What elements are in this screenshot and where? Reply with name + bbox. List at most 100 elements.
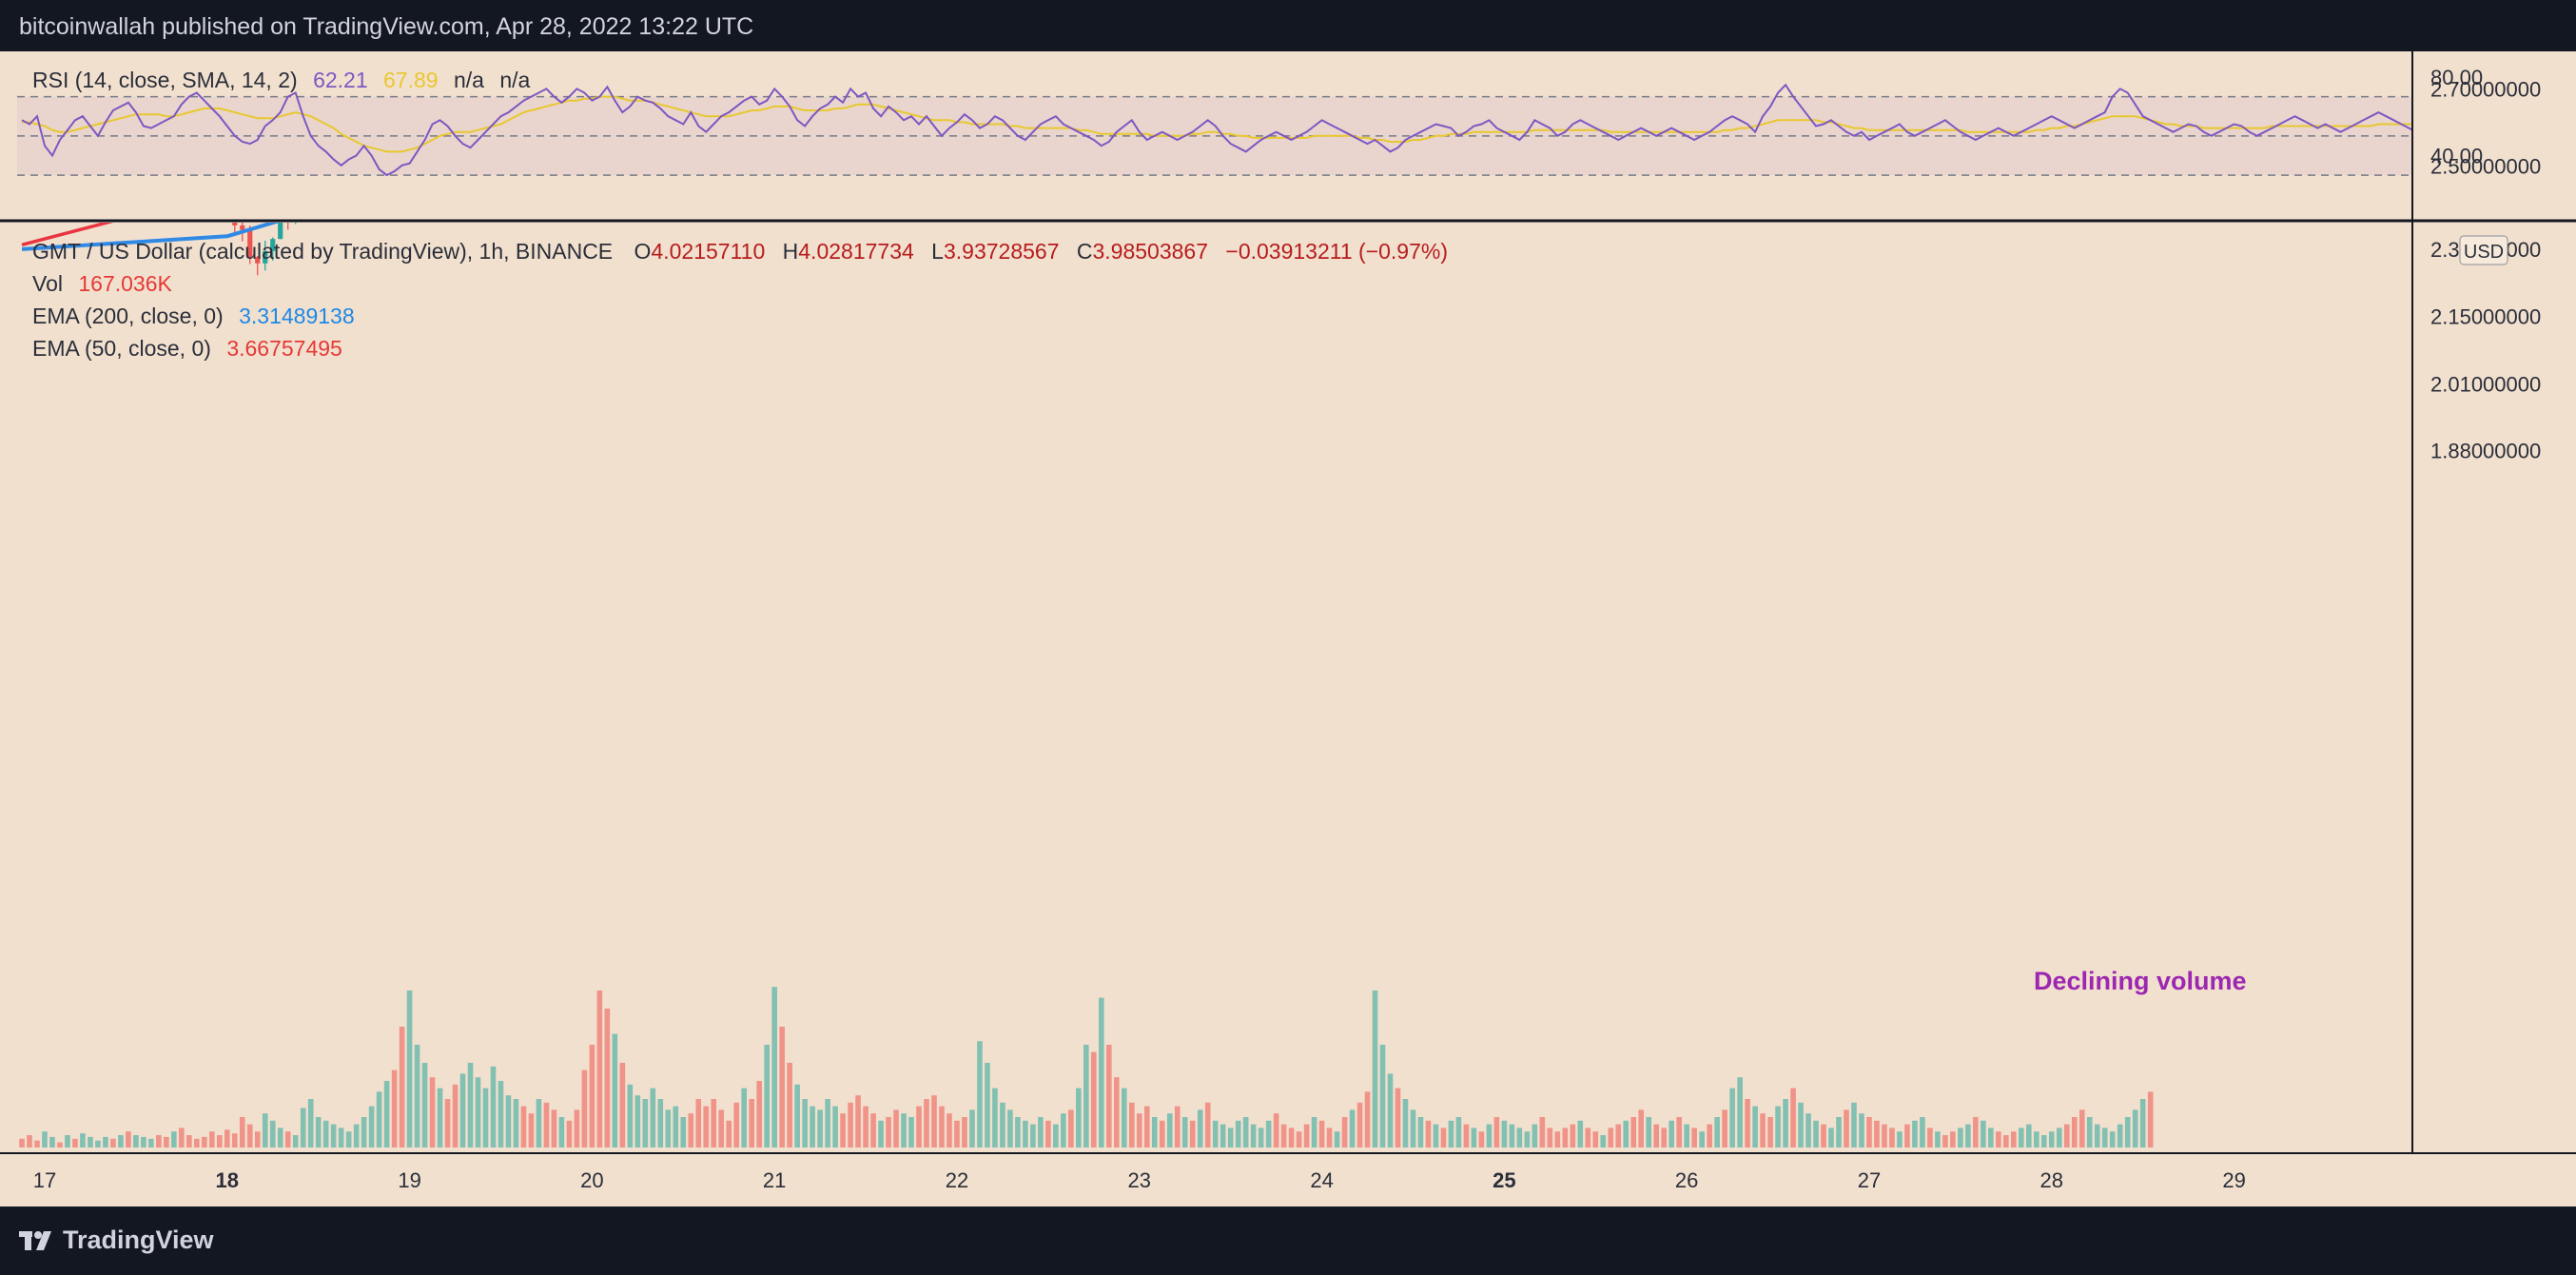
volume-bar — [634, 1095, 641, 1148]
volume-bar — [1280, 1124, 1287, 1148]
volume-bar — [1805, 1113, 1811, 1148]
volume-bar — [1509, 1124, 1515, 1148]
volume-bar — [825, 1099, 830, 1148]
time-tick: 18 — [216, 1168, 239, 1192]
publish-header: bitcoinwallah published on TradingView.c… — [0, 0, 2576, 53]
volume-bar — [1691, 1128, 1697, 1148]
volume-bar — [1600, 1135, 1607, 1148]
volume-bar — [1516, 1128, 1523, 1148]
volume-bar — [80, 1133, 86, 1148]
volume-bar — [536, 1099, 542, 1148]
volume-bar — [490, 1066, 497, 1148]
volume-bar — [1326, 1128, 1333, 1148]
volume-bar — [194, 1138, 200, 1148]
volume-bar — [133, 1135, 139, 1148]
volume-bar — [482, 1088, 489, 1148]
volume-bar — [1912, 1120, 1918, 1148]
main-series: 1.618(4.49898393)1(3.82922956)0.786(3.59… — [19, 223, 2154, 1148]
volume-bar — [612, 1033, 618, 1148]
volume-bar — [1349, 1109, 1356, 1148]
volume-bar — [1471, 1128, 1477, 1148]
volume-bar — [581, 1069, 588, 1148]
volume-bar — [733, 1102, 740, 1148]
price-tick: 1.88000000 — [2430, 440, 2541, 463]
volume-bar — [574, 1109, 580, 1148]
volume-bar — [1212, 1120, 1219, 1148]
volume-bar — [284, 1131, 291, 1148]
volume-bar — [459, 1073, 466, 1148]
volume-bar — [810, 1106, 815, 1148]
volume-bar — [977, 1041, 983, 1148]
volume-bar — [1882, 1124, 1887, 1148]
volume-bar — [726, 1120, 732, 1148]
volume-bar — [1174, 1106, 1181, 1148]
volume-bar — [1737, 1077, 1743, 1148]
volume-bar — [543, 1102, 550, 1148]
volume-bar — [429, 1077, 436, 1148]
volume-bar — [444, 1099, 451, 1148]
volume-bar — [1227, 1128, 1234, 1148]
volume-bar — [1524, 1131, 1531, 1148]
tradingview-brand: TradingView — [63, 1226, 214, 1254]
rsi-series — [21, 83, 2412, 177]
volume-bar — [695, 1099, 702, 1148]
volume-bar — [1166, 1113, 1173, 1148]
volume-bar — [848, 1102, 853, 1148]
volume-bar — [277, 1128, 283, 1148]
volume-bar — [1250, 1124, 1257, 1148]
volume-bar — [878, 1120, 884, 1148]
volume-bar — [1714, 1117, 1720, 1148]
volume-bar — [1235, 1120, 1241, 1148]
volume-bar — [345, 1131, 352, 1148]
volume-bar — [1318, 1120, 1325, 1148]
volume-bar — [1653, 1124, 1660, 1148]
time-tick: 21 — [763, 1168, 786, 1192]
volume-bar — [164, 1136, 169, 1148]
volume-bar — [1965, 1124, 1971, 1148]
volume-bar — [1433, 1124, 1439, 1148]
volume-bar — [452, 1084, 459, 1148]
volume-bar — [2040, 1135, 2047, 1148]
volume-bar — [57, 1142, 63, 1148]
volume-bar — [1106, 1045, 1112, 1148]
candle-body — [247, 229, 253, 258]
volume-bar — [764, 1045, 770, 1148]
volume-bar — [2109, 1131, 2116, 1148]
volume-bar — [1752, 1106, 1758, 1148]
volume-bar — [1425, 1120, 1432, 1148]
volume-bar — [1592, 1131, 1599, 1148]
volume-bar — [1790, 1088, 1796, 1148]
price-tick: 2.70000000 — [2430, 78, 2541, 102]
volume-bar — [832, 1106, 838, 1148]
volume-bar — [1045, 1120, 1051, 1148]
rsi-legend: RSI (14, close, SMA, 14, 2) 62.21 67.89 … — [32, 68, 531, 92]
volume-bar — [756, 1081, 762, 1148]
price-chart[interactable]: 1.618(4.49898393)1(3.82922956)0.786(3.59… — [0, 51, 2576, 1206]
declining-volume-annotation: Declining volume — [2034, 967, 2247, 995]
volume-bar — [1015, 1117, 1021, 1148]
volume-bar — [2101, 1128, 2108, 1148]
volume-bar — [2139, 1099, 2146, 1148]
volume-bar — [95, 1140, 101, 1148]
volume-bar — [239, 1117, 245, 1148]
volume-bar — [202, 1136, 207, 1148]
tradingview-logo-icon[interactable] — [19, 1226, 57, 1256]
volume-bar — [505, 1095, 512, 1148]
volume-bar — [1851, 1102, 1857, 1148]
volume-bar — [110, 1138, 116, 1148]
volume-bar — [1410, 1109, 1416, 1148]
volume-bar — [1615, 1124, 1622, 1148]
currency-badge[interactable]: USD — [2459, 235, 2508, 265]
volume-bar — [1030, 1124, 1036, 1148]
ema200-legend: EMA (200, close, 0) 3.31489138 — [32, 304, 355, 328]
candle-body — [278, 223, 283, 240]
volume-bar — [771, 987, 777, 1148]
rsi-line — [21, 83, 2412, 177]
volume-bar — [1630, 1117, 1637, 1148]
time-tick: 28 — [2040, 1168, 2063, 1192]
volume-bar — [954, 1120, 960, 1148]
main-pane: 1.618(4.49898393)1(3.82922956)0.786(3.59… — [19, 223, 2154, 1148]
candle-body — [263, 250, 268, 264]
volume-bar — [2048, 1131, 2055, 1148]
candle-body — [240, 225, 245, 230]
